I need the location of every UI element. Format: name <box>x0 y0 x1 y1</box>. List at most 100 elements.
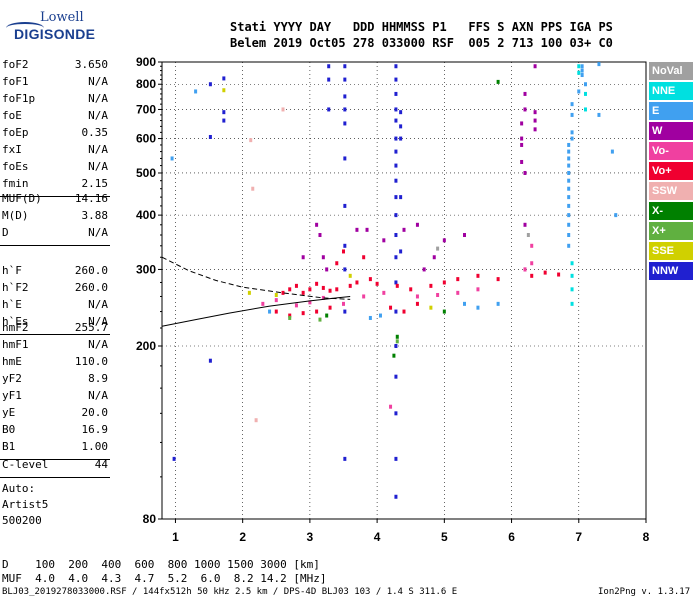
param-name: h`Es <box>2 315 29 328</box>
echo-point <box>389 305 393 310</box>
echo-point <box>570 301 574 306</box>
series-nne <box>570 64 587 306</box>
param-name: MUF(D) <box>2 192 42 205</box>
echo-point <box>343 243 347 248</box>
echo-point <box>362 255 366 260</box>
echo-point <box>415 294 419 299</box>
echo-point <box>394 343 398 348</box>
echo-point <box>318 233 322 238</box>
param-value: N/A <box>88 75 108 88</box>
param-value: 16.9 <box>81 423 109 436</box>
echo-point <box>570 130 574 135</box>
echo-point <box>394 456 398 461</box>
param-he: h`E N/A <box>2 298 108 312</box>
footer-file-info: BLJ03_2019278033000.RSF / 144fx512h 50 k… <box>2 587 458 597</box>
echo-point <box>567 163 571 168</box>
echo-point <box>342 249 345 254</box>
echo-point <box>395 339 399 344</box>
echo-point <box>570 112 574 117</box>
param-value: 260.0 <box>74 281 108 294</box>
echo-point <box>328 305 332 310</box>
echo-point <box>533 127 537 132</box>
param-clevel: C-level 44 <box>2 458 108 472</box>
echo-point <box>402 227 406 232</box>
echo-point <box>343 156 347 161</box>
echo-point <box>301 255 305 260</box>
echo-point <box>394 77 398 82</box>
echo-point <box>274 298 278 303</box>
echo-point <box>394 411 398 416</box>
echo-point <box>567 170 571 175</box>
y-tick-label: 200 <box>136 339 156 353</box>
echo-point <box>432 255 436 260</box>
echo-point <box>557 272 561 277</box>
echo-point <box>394 494 398 499</box>
param-name: h`F2 <box>2 281 29 294</box>
echo-point <box>368 277 372 282</box>
echo-point <box>570 261 574 266</box>
auto-label: Auto: <box>2 482 36 495</box>
echo-point <box>392 353 396 358</box>
series-vo <box>261 243 534 409</box>
param-name: fxI <box>2 143 22 156</box>
param-foep: foEp 0.35 <box>2 126 108 140</box>
echo-point <box>394 280 398 285</box>
echo-point <box>415 222 419 227</box>
echo-point <box>442 238 446 243</box>
echo-point <box>584 82 587 87</box>
muf-row: MUF 4.0 4.0 4.3 4.7 5.2 6.0 8.2 14.2 [MH… <box>2 572 327 585</box>
x-tick-label: 5 <box>441 530 448 544</box>
param-ye: yE 20.0 <box>2 406 108 420</box>
legend-nne: NNE <box>649 82 693 100</box>
param-value: 20.0 <box>81 406 109 419</box>
echo-point <box>261 301 265 306</box>
echo-point <box>343 64 347 69</box>
echo-point <box>456 290 460 295</box>
param-name: yF2 <box>2 372 22 385</box>
echo-point <box>268 309 272 314</box>
echo-point <box>567 186 571 191</box>
echo-point <box>394 118 398 123</box>
echo-point <box>436 293 440 298</box>
echo-point <box>570 273 574 278</box>
echo-point <box>442 280 446 285</box>
footer-version: Ion2Png v. 1.3.17 <box>598 587 691 597</box>
echo-point <box>496 301 500 306</box>
echo-point <box>343 203 347 208</box>
echo-point <box>394 255 398 260</box>
param-hme: hmE 110.0 <box>2 355 108 369</box>
echo-point <box>315 281 319 286</box>
echo-point <box>222 88 226 93</box>
y-tick-label: 800 <box>136 77 156 91</box>
echo-point <box>567 149 571 154</box>
param-name: h`F <box>2 264 22 277</box>
echo-point <box>530 261 534 266</box>
echo-point <box>463 301 466 306</box>
echo-point <box>402 309 406 314</box>
param-value: N/A <box>88 389 108 402</box>
param-value: 2.15 <box>81 177 109 190</box>
param-fxi: fxI N/A <box>2 143 108 157</box>
echo-point <box>274 309 278 314</box>
param-value: N/A <box>88 298 108 311</box>
echo-point <box>325 267 329 272</box>
legend-noval: NoVal <box>649 62 693 80</box>
param-foe: foE N/A <box>2 109 108 123</box>
echo-point <box>288 313 292 318</box>
echo-point <box>394 195 398 200</box>
echo-point <box>335 261 339 266</box>
echo-point <box>321 285 325 290</box>
param-value: 44 <box>94 458 108 471</box>
echo-point <box>172 456 176 461</box>
param-yf1: yF1 N/A <box>2 389 108 403</box>
echo-point <box>328 288 332 293</box>
y-tick-label: 600 <box>136 132 156 146</box>
ionogram-chart: 1 2 3 4 5 6 7 8 80 200 300 400 500 600 700 800 900 <box>136 55 650 544</box>
echo-point <box>343 77 347 82</box>
echo-point <box>375 281 379 286</box>
echo-point <box>415 301 419 306</box>
param-value: 260.0 <box>74 264 108 277</box>
echo-point <box>520 142 524 147</box>
echo-point <box>288 315 292 320</box>
logo-line1: Lowell <box>40 10 84 25</box>
